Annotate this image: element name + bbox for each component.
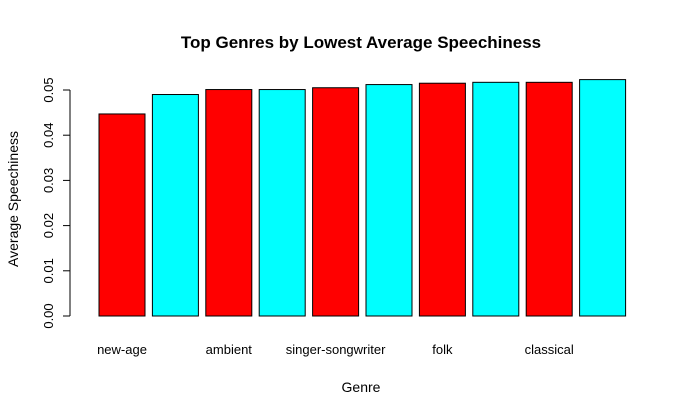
bar-2 — [151, 94, 199, 317]
y-tick-label: 0.04 — [41, 123, 56, 148]
x-tick-label: singer-songwriter — [286, 342, 386, 357]
x-tick-label: ambient — [206, 342, 253, 357]
y-axis: 0.00 0.01 0.02 0.03 0.04 0.05 — [41, 77, 71, 329]
y-tick-label: 0.05 — [41, 77, 56, 102]
bar-9 — [525, 81, 573, 317]
bar-6 — [365, 84, 413, 317]
bars-group — [98, 79, 627, 317]
bar-5 — [312, 87, 360, 317]
bar-7 — [418, 82, 466, 317]
bar-10 — [579, 79, 627, 317]
bar-1 — [98, 113, 146, 317]
x-axis-title: Genre — [342, 379, 381, 395]
y-tick-label: 0.00 — [41, 303, 56, 328]
x-tick-label: folk — [432, 342, 453, 357]
y-tick-label: 0.03 — [41, 168, 56, 193]
y-tick-label: 0.01 — [41, 258, 56, 283]
chart-title: Top Genres by Lowest Average Speechiness — [181, 33, 541, 52]
y-tick-label: 0.02 — [41, 213, 56, 238]
bar-8 — [472, 81, 520, 317]
x-tick-label: new-age — [97, 342, 147, 357]
y-axis-title: Average Speechiness — [5, 131, 21, 267]
bar-4 — [258, 89, 306, 317]
x-tick-label: classical — [525, 342, 574, 357]
x-axis-labels: new-age ambient singer-songwriter folk class… — [97, 342, 574, 357]
bar-3 — [205, 89, 253, 317]
